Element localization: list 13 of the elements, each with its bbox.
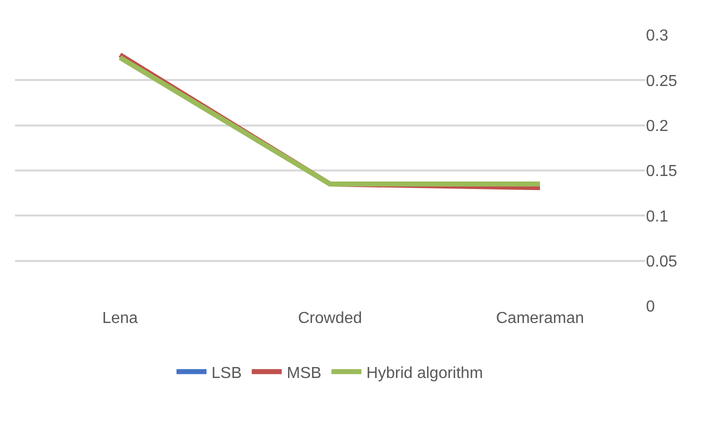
x-tick-label: Cameraman [496,310,584,327]
legend-label: LSB [212,364,242,382]
y-tick-label: 0.1 [646,208,668,226]
x-tick-label: Crowded [298,310,362,327]
y-tick-label: 0 [646,298,655,316]
y-tick-label: 0.15 [646,163,678,180]
x-tick-label: Lena [102,310,138,327]
y-tick-label: 0.3 [646,28,668,45]
y-tick-label: 0.25 [646,72,678,90]
legend-label: Hybrid algorithm [366,364,483,382]
y-tick-label: 0.05 [646,253,678,270]
legend-label: MSB [286,364,322,382]
y-tick-label: 0.2 [646,118,668,135]
